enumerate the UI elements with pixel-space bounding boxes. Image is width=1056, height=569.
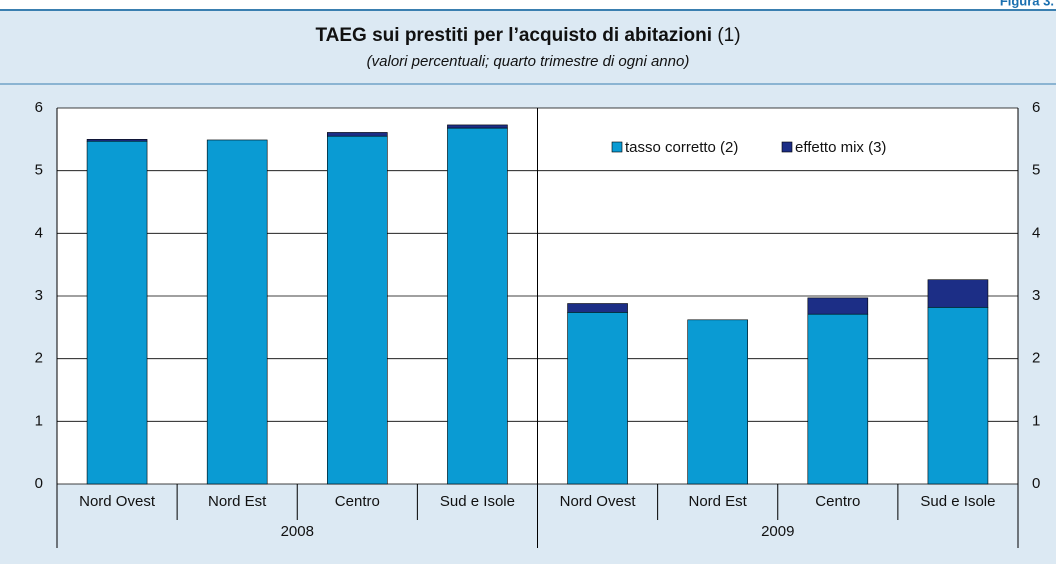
bar-segment	[327, 135, 388, 485]
y-tick-label: 2	[35, 350, 43, 367]
x-tick-label: Nord Est	[208, 493, 267, 510]
title-note: (1)	[717, 25, 740, 46]
chart-subtitle: (valori percentuali; quarto trimestre di…	[367, 53, 690, 70]
y2-tick-label: 1	[1032, 412, 1040, 429]
bar-segment	[447, 124, 508, 129]
bar-segment	[86, 139, 148, 142]
y-tick-label: 1	[35, 412, 43, 429]
legend-label: effetto mix (3)	[795, 139, 886, 156]
group-label: 2008	[281, 523, 314, 540]
bar-segment	[927, 279, 989, 308]
bar-segment	[927, 306, 989, 485]
y2-tick-label: 6	[1032, 99, 1040, 116]
bar-segment	[687, 319, 748, 485]
bar-segment	[327, 132, 388, 137]
title-main: TAEG sui prestiti per l’acquisto di abit…	[315, 25, 712, 46]
x-tick-label: Centro	[335, 493, 380, 510]
bar-segment	[807, 297, 869, 315]
header-band	[0, 0, 1056, 10]
x-tick-label: Nord Ovest	[560, 493, 637, 510]
x-tick-label: Sud e Isole	[440, 493, 515, 510]
y2-tick-label: 4	[1032, 224, 1040, 241]
y-tick-label: 5	[35, 162, 43, 179]
legend-box	[598, 128, 958, 168]
x-tick-label: Nord Est	[689, 493, 748, 510]
legend: tasso corretto (2) effetto mix (3)	[598, 128, 958, 168]
group-label: 2009	[761, 523, 794, 540]
bar-segment	[447, 127, 508, 485]
y2-tick-label: 0	[1032, 475, 1040, 492]
bar-segment	[206, 139, 268, 485]
y-tick-label: 6	[35, 99, 43, 116]
chart-title: TAEG sui prestiti per l’acquisto di abit…	[315, 25, 740, 46]
bars	[86, 124, 989, 485]
x-tick-label: Sud e Isole	[920, 493, 995, 510]
legend-swatch	[781, 141, 793, 153]
x-tick-label: Nord Ovest	[79, 493, 156, 510]
y-tick-label: 0	[35, 475, 43, 492]
bar-segment	[807, 313, 869, 485]
y-tick-label: 3	[35, 287, 43, 304]
y2-tick-label: 5	[1032, 162, 1040, 179]
figure-label: Figura 3.	[1000, 0, 1054, 8]
x-tick-label: Centro	[815, 493, 860, 510]
bar-segment	[86, 140, 148, 485]
bar-segment	[567, 303, 628, 313]
y2-tick-label: 2	[1032, 350, 1040, 367]
y2-tick-label: 3	[1032, 287, 1040, 304]
y-tick-label: 4	[35, 224, 43, 241]
legend-swatch	[611, 141, 623, 153]
legend-label: tasso corretto (2)	[625, 139, 738, 156]
bar-segment	[567, 311, 628, 485]
